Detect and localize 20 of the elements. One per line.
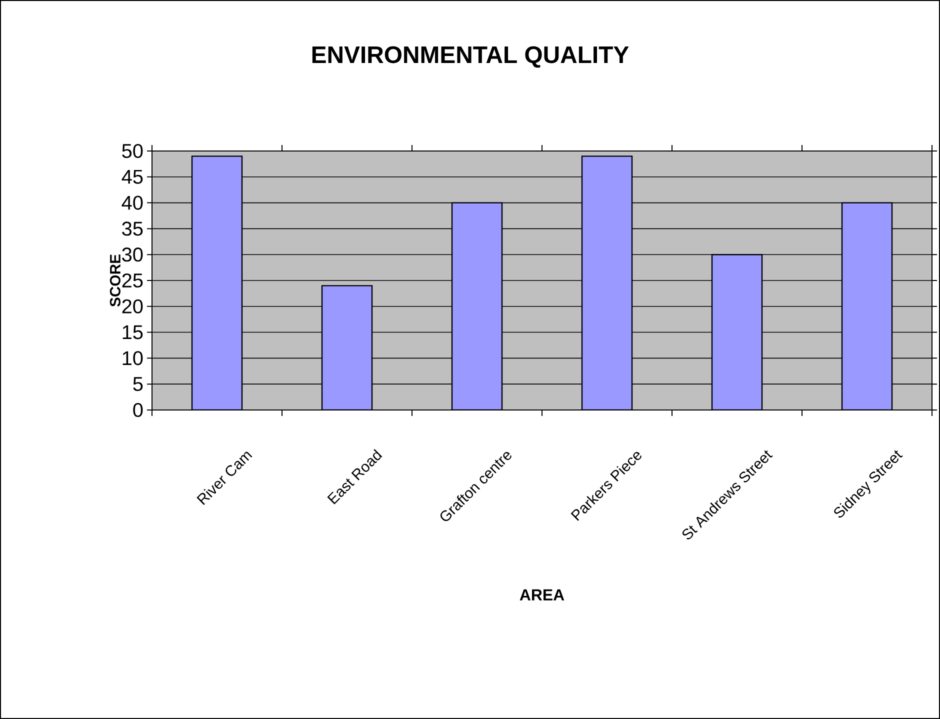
bar <box>191 156 243 410</box>
y-tick-label: 35 <box>122 222 143 236</box>
chart-title: ENVIRONMENTAL QUALITY <box>312 46 629 68</box>
bar <box>321 285 373 410</box>
y-axis-title: SCORE <box>110 254 120 307</box>
y-tick-label: 50 <box>122 144 143 158</box>
y-tick-label: 0 <box>133 402 143 418</box>
x-axis-title: AREA <box>520 589 564 600</box>
y-tick-label: 20 <box>122 299 143 314</box>
bar <box>451 202 503 410</box>
bar <box>581 156 633 410</box>
bar <box>841 202 893 410</box>
y-tick-label: 5 <box>133 377 143 392</box>
y-tick-label: 30 <box>122 248 143 262</box>
y-tick-label: 40 <box>122 196 143 210</box>
y-tick-label: 45 <box>122 170 143 184</box>
y-tick-label: 15 <box>122 325 143 340</box>
y-tick-label: 25 <box>122 273 143 288</box>
bar <box>711 254 763 410</box>
y-tick-label: 10 <box>122 351 143 366</box>
